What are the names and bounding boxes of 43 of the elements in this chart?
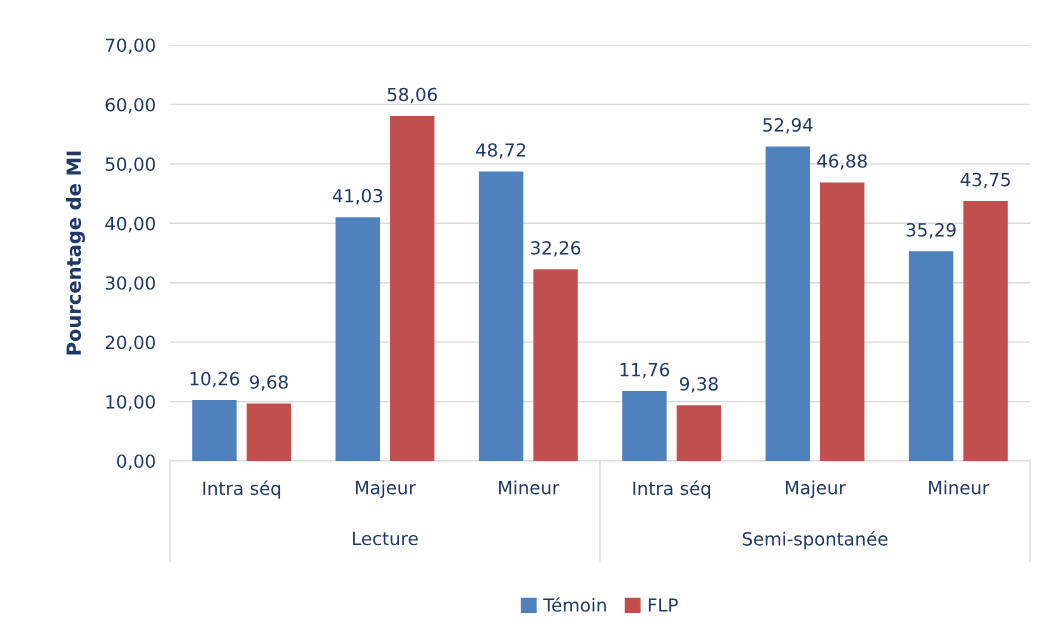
x-tick-label: Intra séq: [203, 480, 281, 499]
bar: [820, 182, 865, 461]
data-label: 32,26: [531, 241, 581, 257]
y-tick-label: 60,00: [105, 97, 155, 114]
data-label: 58,06: [387, 87, 437, 104]
bar: [192, 400, 237, 461]
y-tick-label: 70,00: [105, 38, 155, 54]
data-label: 10,26: [190, 371, 240, 388]
bar: [908, 251, 954, 461]
y-tick-label: 0,00: [117, 454, 155, 470]
data-label: 46,88: [817, 154, 867, 170]
y-tick-label: 10,00: [106, 395, 155, 411]
y-tick-label: 50,00: [105, 157, 155, 173]
bar: [533, 269, 578, 461]
legend-label: Témoin: [543, 597, 606, 612]
bar: [963, 201, 1008, 461]
data-label: 9,68: [249, 375, 288, 391]
x-tick-label: Majeur: [785, 480, 846, 498]
y-tick-label: 20,00: [105, 335, 155, 352]
text: Semi-spontanée: [742, 530, 888, 550]
bar: [676, 405, 722, 461]
y-tick-label: 30,00: [105, 276, 155, 292]
legend-label: FLP: [648, 598, 678, 612]
data-label: 11,76: [620, 362, 670, 379]
data-label: 35,29: [906, 223, 956, 239]
bar: [335, 217, 380, 461]
bar: [765, 146, 810, 461]
text: Lecture: [353, 531, 418, 546]
x-tick-label: Majeur: [355, 480, 416, 498]
data-label: 9,38: [679, 376, 718, 393]
y-tick-label: 40,00: [105, 216, 155, 233]
bar: [622, 391, 667, 461]
bar: [246, 403, 292, 461]
x-tick-label: Intra séq: [633, 480, 711, 499]
data-label: 48,72: [476, 143, 526, 159]
bar: [478, 171, 524, 461]
data-label: 41,03: [332, 188, 383, 205]
x-tick-label: Mineur: [929, 480, 990, 495]
data-label: 43,75: [960, 172, 1010, 189]
bar: [390, 115, 435, 461]
data-label: 52,94: [763, 118, 813, 134]
y-axis-title: Pourcentage de MI: [66, 151, 85, 355]
x-tick-label: Mineur: [499, 480, 560, 495]
